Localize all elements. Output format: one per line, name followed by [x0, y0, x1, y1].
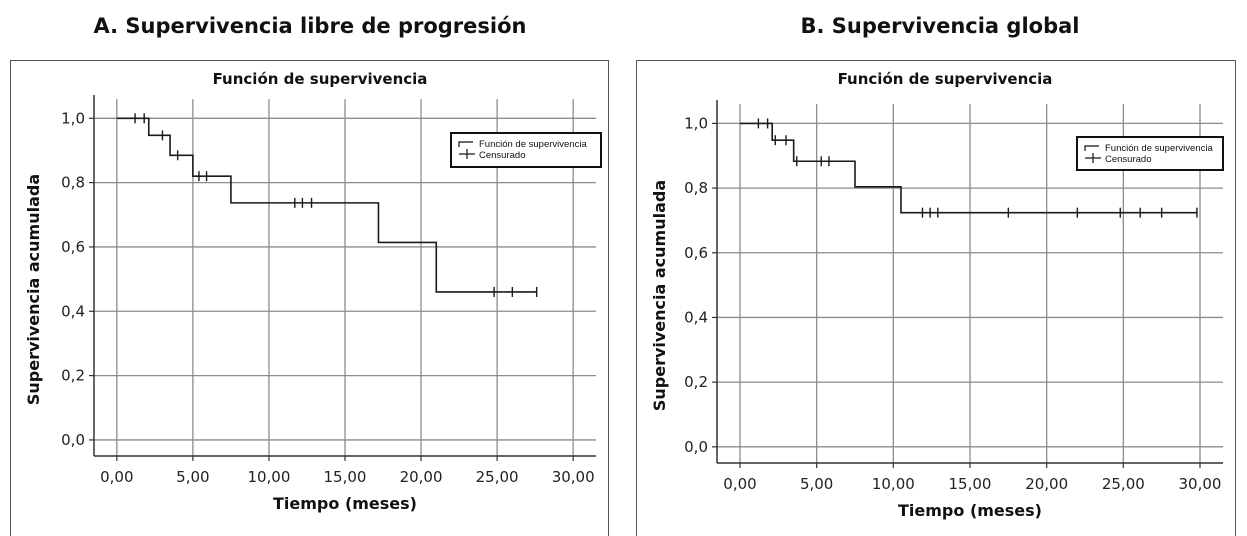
- y-tick-label: 1,0: [684, 114, 708, 132]
- chart-title: Función de supervivencia: [838, 70, 1053, 88]
- x-tick-label: 15,00: [949, 475, 992, 493]
- y-axis-label: Supervivencia acumulada: [650, 180, 669, 411]
- legend-label-censored: Censurado: [1105, 154, 1151, 165]
- y-tick-label: 0,8: [684, 179, 708, 197]
- legend-step-symbol: [458, 141, 473, 147]
- y-tick-label: 0,6: [61, 238, 85, 256]
- y-tick-label: 0,0: [61, 431, 85, 449]
- legend-label-survival: Función de supervivencia: [1105, 143, 1213, 154]
- y-tick-label: 0,0: [684, 438, 708, 456]
- survival-step-line: [116, 117, 537, 293]
- chart-title: Función de supervivencia: [213, 70, 428, 88]
- chart-b-svg: Función de supervivencia 0,0 0,2 0,4 0,6 0,8 1…: [650, 70, 1224, 520]
- legend-box: [450, 132, 602, 168]
- y-tick-label: 0,4: [684, 308, 708, 326]
- grid-lines: [717, 104, 1223, 463]
- y-tick-label: 1,0: [61, 109, 85, 127]
- x-tick-label: 30,00: [552, 468, 595, 486]
- x-axis-label: Tiempo (meses): [898, 501, 1042, 520]
- x-tick-label: 5,00: [176, 468, 209, 486]
- x-tick-label: 25,00: [1102, 475, 1145, 493]
- y-tick-label: 0,4: [61, 302, 85, 320]
- x-tick-label: 30,00: [1179, 475, 1222, 493]
- x-tick-label: 5,00: [800, 475, 833, 493]
- legend-label-survival: Función de supervivencia: [479, 139, 587, 150]
- x-tick-label: 10,00: [247, 468, 290, 486]
- x-axis-label: Tiempo (meses): [273, 494, 417, 513]
- x-tick-label: 20,00: [400, 468, 443, 486]
- chart-a-svg: Función de supervivencia 0,0 0,2 0,4 0,6 0,8 1…: [24, 70, 602, 513]
- y-tick-label: 0,6: [684, 244, 708, 262]
- x-tick-label: 25,00: [476, 468, 519, 486]
- chart-panel-b: Función de supervivencia 0,0 0,2 0,4 0,6 0,8 1…: [636, 60, 1236, 536]
- x-tick-label: 0,00: [100, 468, 133, 486]
- legend-label-censored: Censurado: [479, 150, 525, 161]
- survival-step-line: [740, 122, 1197, 214]
- panel-title-b: B. Supervivencia global: [800, 14, 1080, 38]
- x-tick-label: 0,00: [723, 475, 756, 493]
- y-tick-label: 0,2: [61, 367, 85, 385]
- legend-box: [1076, 136, 1224, 171]
- x-tick-label: 15,00: [324, 468, 367, 486]
- y-axis-label: Supervivencia acumulada: [24, 174, 43, 405]
- legend-step-symbol: [1084, 145, 1099, 151]
- panel-title-a: A. Supervivencia libre de progresión: [93, 14, 527, 38]
- x-tick-label: 10,00: [872, 475, 915, 493]
- y-tick-label: 0,2: [684, 373, 708, 391]
- x-tick-label: 20,00: [1025, 475, 1068, 493]
- y-tick-label: 0,8: [61, 174, 85, 192]
- chart-panel-a: Función de supervivencia 0,0 0,2 0,4 0,6 0,8 1…: [10, 60, 609, 536]
